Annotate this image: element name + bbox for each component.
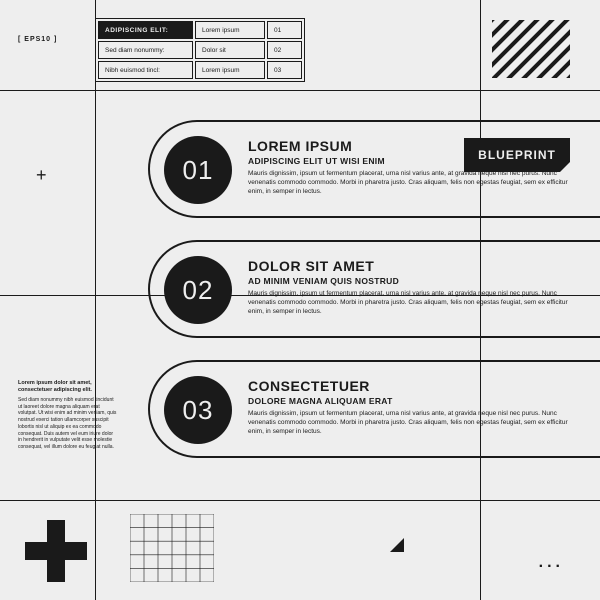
- plus-small-icon: +: [36, 165, 47, 186]
- triangle-icon: [390, 538, 404, 552]
- step-body: Mauris dignissim, ipsum ut fermentum pla…: [248, 290, 568, 316]
- mini-grid-icon: [130, 514, 214, 582]
- step-title: LOREM IPSUM: [248, 138, 590, 154]
- side-paragraph: Lorem ipsum dolor sit amet, consectetuer…: [18, 380, 118, 451]
- eps-badge: [ EPS10 ]: [18, 36, 57, 43]
- step-pill-3: 03 CONSECTETUER DOLORE MAGNA ALIQUAM ERA…: [148, 360, 600, 458]
- step-number: 02: [164, 256, 232, 324]
- step-number: 01: [164, 136, 232, 204]
- header-table: ADIPISCING ELIT: Lorem ipsum 01 Sed diam…: [95, 18, 305, 82]
- dots-icon: ...: [539, 554, 564, 572]
- step-pill-2: 02 DOLOR SIT AMET AD MINIM VENIAM QUIS N…: [148, 240, 600, 338]
- step-body: Mauris dignissim, ipsum ut fermentum pla…: [248, 170, 568, 196]
- table-row: Nibh euismod tincl: Lorem ipsum 03: [98, 61, 302, 79]
- step-number: 03: [164, 376, 232, 444]
- guide-h3: [0, 500, 600, 501]
- step-title: CONSECTETUER: [248, 378, 590, 394]
- guide-h1: [0, 90, 600, 91]
- hatch-icon: [492, 20, 570, 78]
- step-subtitle: AD MINIM VENIAM QUIS NOSTRUD: [248, 276, 590, 286]
- step-pill-1: 01 LOREM IPSUM ADIPISCING ELIT UT WISI E…: [148, 120, 600, 218]
- side-paragraph-title: Lorem ipsum dolor sit amet, consectetuer…: [18, 380, 118, 395]
- plus-big-icon: [25, 520, 87, 582]
- side-paragraph-body: Sed diam nonummy nibh euismod tincidunt …: [18, 397, 118, 451]
- table-row: Sed diam nonummy: Dolor sit 02: [98, 41, 302, 59]
- step-body: Mauris dignissim, ipsum ut fermentum pla…: [248, 410, 568, 436]
- step-title: DOLOR SIT AMET: [248, 258, 590, 274]
- step-subtitle: ADIPISCING ELIT UT WISI ENIM: [248, 156, 590, 166]
- step-subtitle: DOLORE MAGNA ALIQUAM ERAT: [248, 396, 590, 406]
- table-row: ADIPISCING ELIT: Lorem ipsum 01: [98, 21, 302, 39]
